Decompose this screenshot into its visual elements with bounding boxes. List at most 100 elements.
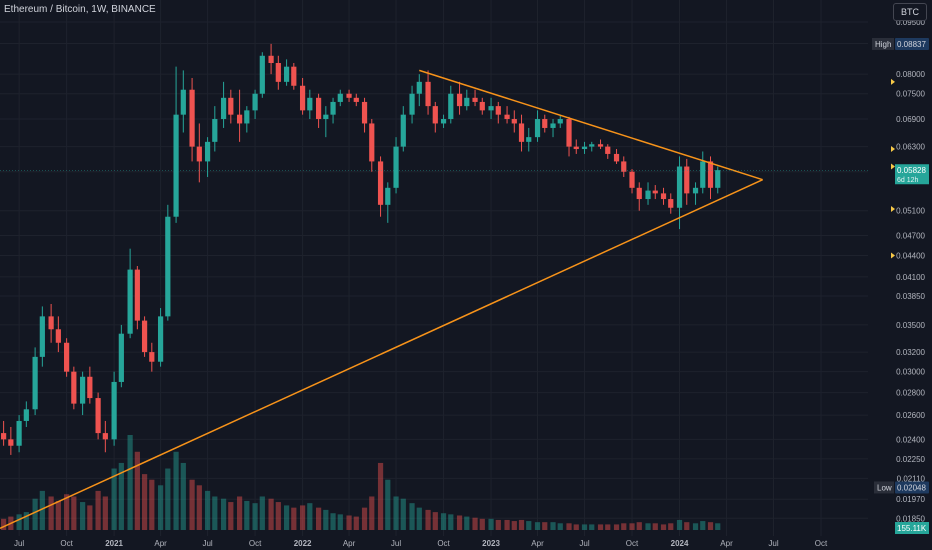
candle-body[interactable] [252,93,258,111]
candle-body[interactable] [550,123,556,128]
candle-body[interactable] [479,101,485,111]
candle-body[interactable] [149,352,155,362]
candle-body[interactable] [425,81,431,107]
candle-body[interactable] [141,320,148,353]
candle-body[interactable] [8,439,14,446]
candle-body[interactable] [323,114,329,120]
candle-body[interactable] [189,89,195,147]
candle-body[interactable] [504,114,510,120]
candle-body[interactable] [353,97,359,102]
candle-body[interactable] [495,106,501,115]
candle-body[interactable] [173,114,179,217]
candle-body[interactable] [684,166,690,194]
candle-body[interactable] [204,141,211,162]
candle-body[interactable] [180,89,186,115]
candle-body[interactable] [581,146,588,150]
candle-body[interactable] [557,119,563,124]
candle-body[interactable] [87,376,93,399]
candle-body[interactable] [715,170,721,188]
candle-body[interactable] [636,187,642,200]
candle-body[interactable] [102,433,108,440]
candle-body[interactable] [613,153,620,162]
candle-body[interactable] [330,101,336,115]
current-price: 0.05828 [897,166,926,175]
candle-body[interactable] [95,398,101,434]
volume-bar [149,479,155,530]
candle-body[interactable] [39,316,45,357]
candle-body[interactable] [55,329,61,343]
trendline[interactable] [419,69,763,181]
candle-body[interactable] [299,85,306,111]
volume-bar [636,522,642,530]
candle-body[interactable] [220,97,227,120]
candle-body[interactable] [315,97,322,120]
candle-body[interactable] [416,81,422,94]
candle-body[interactable] [385,187,391,205]
candle-body[interactable] [275,62,281,82]
candle-body[interactable] [448,93,454,120]
candle-body[interactable] [48,316,54,330]
candle-body[interactable] [621,161,627,172]
candle-body[interactable] [542,119,548,128]
candle-body[interactable] [111,381,117,440]
candle-body[interactable] [400,114,406,147]
candle-body[interactable] [511,119,517,124]
candle-body[interactable] [409,93,415,115]
candle-body[interactable] [456,93,463,107]
candle-body[interactable] [692,187,699,194]
candle-body[interactable] [652,190,658,194]
candle-body[interactable] [64,342,70,372]
candle-body[interactable] [16,420,22,446]
candle-body[interactable] [472,97,478,102]
candle-body[interactable] [597,144,604,147]
candle-body[interactable] [707,161,714,188]
candle-body[interactable] [127,269,133,334]
candle-body[interactable] [32,356,38,410]
candle-body[interactable] [518,123,525,142]
candle-body[interactable] [236,114,243,124]
candle-body[interactable] [346,93,352,98]
candle-body[interactable] [268,55,274,63]
currency-button[interactable]: BTC [893,3,927,21]
candle-body[interactable] [488,106,494,111]
candle-body[interactable] [676,166,683,208]
candle-body[interactable] [369,123,375,162]
candle-body[interactable] [629,171,635,188]
candle-body[interactable] [71,371,77,404]
candle-body[interactable] [259,55,265,94]
candle-body[interactable] [244,110,250,124]
candle-body[interactable] [361,101,368,124]
candle-body[interactable] [157,316,164,362]
candle-body[interactable] [526,137,532,142]
candle-body[interactable] [377,161,384,205]
volume-bar [236,496,243,530]
candle-body[interactable] [80,376,86,404]
candle-body[interactable] [393,146,399,188]
candle-body[interactable] [573,146,579,150]
candle-body[interactable] [660,193,667,200]
candle-body[interactable] [212,119,218,142]
candle-body[interactable] [645,190,651,200]
candle-body[interactable] [228,97,234,115]
candle-body[interactable] [23,409,29,421]
candle-body[interactable] [534,119,541,138]
candle-body[interactable] [283,66,290,82]
candle-body[interactable] [1,433,7,440]
trendline[interactable] [0,178,763,529]
candle-body[interactable] [196,146,202,162]
candle-body[interactable] [134,269,140,321]
candle-body[interactable] [700,161,706,188]
candle-body[interactable] [464,97,470,107]
candle-body[interactable] [118,333,124,382]
candle-body[interactable] [440,119,447,124]
candle-body[interactable] [566,119,572,147]
candle-body[interactable] [337,93,343,102]
candle-body[interactable] [589,144,595,147]
candle-body[interactable] [307,97,313,111]
candle-body[interactable] [165,216,171,317]
candle-body[interactable] [668,199,674,208]
candle-body[interactable] [605,146,611,154]
candle-body[interactable] [291,66,297,86]
candle-body[interactable] [432,106,438,124]
